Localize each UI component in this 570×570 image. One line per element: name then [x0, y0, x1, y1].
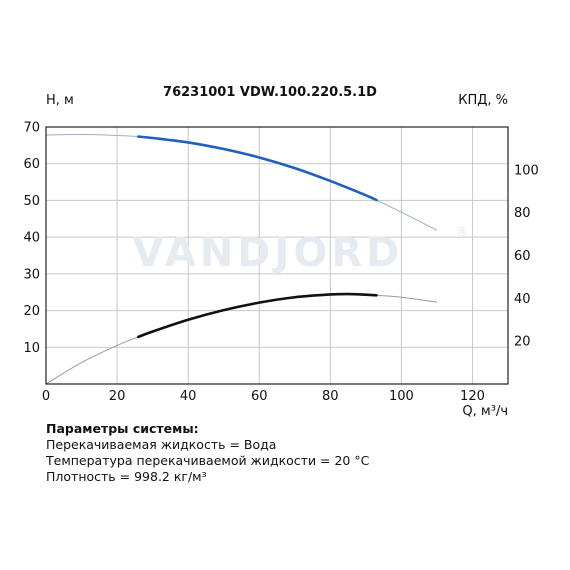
- grid-lines: [46, 127, 508, 384]
- y-left-tick-label: 70: [23, 121, 40, 136]
- x-tick-labels: 0 20 40 60 80 100 120: [42, 389, 485, 404]
- y-right-tick-label: 80: [514, 206, 531, 221]
- y-right-tick-label: 60: [514, 249, 531, 264]
- y-right-axis-label: КПД, %: [458, 93, 508, 108]
- chart-title: 76231001 VDW.100.220.5.1D: [163, 85, 377, 100]
- y-right-tick-label: 100: [514, 163, 539, 178]
- watermark: VANDJORD ®: [133, 225, 468, 276]
- param-liquid: Перекачиваемая жидкость = Вода: [46, 437, 277, 452]
- y-left-tick-labels: 10 20 30 40 50 60 70: [23, 121, 40, 356]
- head-curve-full: [45, 133, 438, 231]
- x-tick-label: 60: [251, 389, 268, 404]
- y-left-tick-label: 60: [23, 157, 40, 172]
- plot-frame: [45, 126, 509, 385]
- param-temperature: Температура перекачиваемой жидкости = 20…: [46, 453, 370, 468]
- y-left-axis-label: H, м: [46, 93, 74, 108]
- y-left-tick-label: 40: [23, 231, 40, 246]
- y-right-tick-label: 20: [514, 335, 531, 350]
- y-left-tick-label: 50: [23, 194, 40, 209]
- head-curve-operating: [137, 135, 378, 202]
- series-layer: [45, 133, 438, 385]
- x-axis-label: Q, м³/ч: [462, 404, 508, 419]
- y-right-tick-labels: 20 40 60 80 100: [514, 163, 539, 349]
- watermark-mark: ®: [456, 225, 468, 239]
- x-tick-label: 20: [109, 389, 126, 404]
- system-parameters: Параметры системы: Перекачиваемая жидкос…: [46, 421, 369, 485]
- params-heading: Параметры системы:: [46, 421, 199, 436]
- watermark-text: VANDJORD: [133, 230, 404, 276]
- y-right-tick-label: 40: [514, 292, 531, 307]
- param-density: Плотность = 998.2 кг/м³: [46, 469, 207, 484]
- pump-curve-chart: VANDJORD ® 0 20 40 60 80 100 120 10 20 30 40 50 60 7…: [23, 85, 539, 419]
- y-left-tick-label: 20: [23, 304, 40, 319]
- x-tick-label: 40: [180, 389, 197, 404]
- y-left-tick-label: 30: [23, 267, 40, 282]
- efficiency-curve-full: [45, 293, 437, 385]
- x-tick-label: 100: [389, 389, 414, 404]
- x-tick-label: 120: [460, 389, 485, 404]
- x-tick-label: 80: [322, 389, 339, 404]
- x-tick-label: 0: [42, 389, 50, 404]
- efficiency-curve-operating: [137, 292, 378, 339]
- y-left-tick-label: 10: [23, 341, 40, 356]
